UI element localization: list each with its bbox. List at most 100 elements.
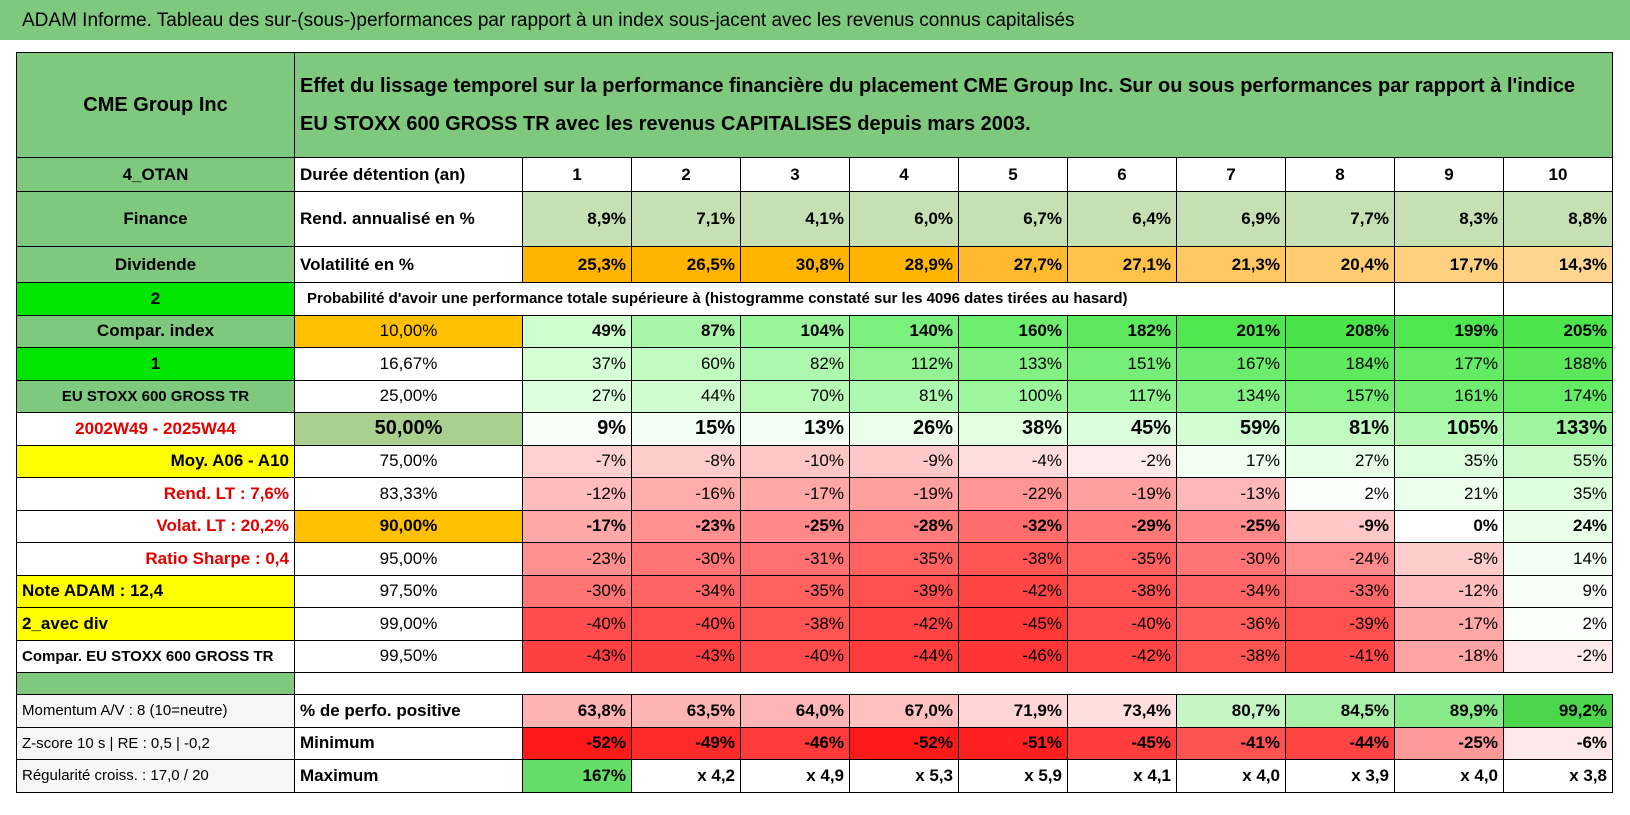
value-cell: 49% xyxy=(522,314,632,348)
value-cell: -40% xyxy=(631,607,741,641)
row-label: 16,67% xyxy=(294,347,523,381)
value-cell: 133% xyxy=(958,347,1068,381)
value-cell: -2% xyxy=(1067,444,1177,478)
value-cell: 87% xyxy=(631,314,741,348)
row-heading: Momentum A/V : 8 (10=neutre) xyxy=(16,694,295,728)
value-cell: -6% xyxy=(1502,726,1614,760)
value-cell: 117% xyxy=(1067,379,1177,413)
title-bar: ADAM Informe. Tableau des sur-(sous-)per… xyxy=(0,0,1630,40)
value-cell: 15% xyxy=(631,412,741,446)
value-cell: 21,3% xyxy=(1176,246,1286,283)
table-row: Compar. EU STOXX 600 GROSS TR 99,50% -43% -… xyxy=(16,639,1614,673)
value-cell: -12% xyxy=(522,477,632,511)
value-cell: 28,9% xyxy=(849,246,959,283)
value-cell: 63,5% xyxy=(631,694,741,728)
value-cell: 160% xyxy=(958,314,1068,348)
value-cell: -12% xyxy=(1394,574,1504,608)
row-heading: Finance xyxy=(16,191,295,247)
table-row: 4_OTAN Durée détention (an) 1 2 3 4 5 6 7 8 9 10 xyxy=(16,157,1614,192)
table-row: 1 16,67% 37% 60% 82% 112% 133% 151% 167% 184% 177%… xyxy=(16,347,1614,381)
row-label: 83,33% xyxy=(294,477,523,511)
empty-cell xyxy=(1502,282,1614,316)
value-cell: 4,1% xyxy=(740,191,850,247)
row-label: Volatilité en % xyxy=(294,246,523,283)
value-cell: 17,7% xyxy=(1394,246,1504,283)
value-cell: -10% xyxy=(740,444,850,478)
value-cell: -31% xyxy=(740,542,850,576)
value-cell: 8,3% xyxy=(1394,191,1504,247)
value-cell: -39% xyxy=(849,574,959,608)
value-cell: -25% xyxy=(1394,726,1504,760)
table-row: Rend. LT : 7,6% 83,33% -12% -16% -17% -19% -22… xyxy=(16,477,1614,511)
value-cell: 182% xyxy=(1067,314,1177,348)
value-cell: 67,0% xyxy=(849,694,959,728)
value-cell: 27,7% xyxy=(958,246,1068,283)
value-cell: x 4,1 xyxy=(1067,759,1177,793)
value-cell: 27% xyxy=(1285,444,1395,478)
value-cell: 4 xyxy=(849,157,959,192)
value-cell: -17% xyxy=(1394,607,1504,641)
row-heading: 2002W49 - 2025W44 xyxy=(16,412,295,446)
spacer xyxy=(295,673,1613,695)
value-cell: 133% xyxy=(1502,412,1614,446)
value-cell: 24% xyxy=(1502,509,1614,543)
value-cell: 9% xyxy=(522,412,632,446)
value-cell: -23% xyxy=(522,542,632,576)
value-cell: -9% xyxy=(849,444,959,478)
value-cell: -8% xyxy=(631,444,741,478)
value-cell: 27,1% xyxy=(1067,246,1177,283)
value-cell: -52% xyxy=(849,726,959,760)
table-row: Ratio Sharpe : 0,4 95,00% -23% -30% -31% -35%… xyxy=(16,542,1614,576)
value-cell: -24% xyxy=(1285,542,1395,576)
row-label: 97,50% xyxy=(294,574,523,608)
value-cell: -41% xyxy=(1176,726,1286,760)
row-heading: Dividende xyxy=(16,246,295,283)
value-cell: 104% xyxy=(740,314,850,348)
row-label: % de perfo. positive xyxy=(294,694,523,728)
value-cell: 60% xyxy=(631,347,741,381)
value-cell: 2% xyxy=(1502,607,1614,641)
table-row: 2_avec div 99,00% -40% -40% -38% -42% -45% -40%… xyxy=(16,607,1614,641)
value-cell: 99,2% xyxy=(1502,694,1614,728)
value-cell: 167% xyxy=(522,759,632,793)
value-cell: -40% xyxy=(1067,607,1177,641)
row-label: Maximum xyxy=(294,759,523,793)
value-cell: -9% xyxy=(1285,509,1395,543)
value-cell: -19% xyxy=(849,477,959,511)
row-heading: EU STOXX 600 GROSS TR xyxy=(16,379,295,413)
value-cell: -29% xyxy=(1067,509,1177,543)
row-label: 99,00% xyxy=(294,607,523,641)
header-row: CME Group Inc Effet du lissage temporel … xyxy=(16,52,1614,158)
value-cell: -46% xyxy=(958,639,1068,673)
value-cell: 9% xyxy=(1502,574,1614,608)
value-cell: 161% xyxy=(1394,379,1504,413)
value-cell: -25% xyxy=(1176,509,1286,543)
value-cell: -17% xyxy=(522,509,632,543)
row-label: Rend. annualisé en % xyxy=(294,191,523,247)
spacer xyxy=(16,672,295,695)
row-label: 50,00% xyxy=(294,412,523,446)
value-cell: -28% xyxy=(849,509,959,543)
table-row: Volat. LT : 20,2% 90,00% -17% -23% -25% -28% -… xyxy=(16,509,1614,543)
value-cell: -23% xyxy=(631,509,741,543)
value-cell: 44% xyxy=(631,379,741,413)
value-cell: -43% xyxy=(522,639,632,673)
value-cell: 81% xyxy=(849,379,959,413)
row-label: Durée détention (an) xyxy=(294,157,523,192)
value-cell: 174% xyxy=(1502,379,1614,413)
row-heading: Ratio Sharpe : 0,4 xyxy=(16,542,295,576)
value-cell: 64,0% xyxy=(740,694,850,728)
value-cell: -17% xyxy=(740,477,850,511)
value-cell: -44% xyxy=(849,639,959,673)
value-cell: -42% xyxy=(1067,639,1177,673)
value-cell: 10 xyxy=(1502,157,1614,192)
value-cell: 84,5% xyxy=(1285,694,1395,728)
value-cell: -13% xyxy=(1176,477,1286,511)
row-label: 10,00% xyxy=(294,314,523,348)
value-cell: -52% xyxy=(522,726,632,760)
value-cell: 2 xyxy=(631,157,741,192)
value-cell: 45% xyxy=(1067,412,1177,446)
value-cell: -25% xyxy=(740,509,850,543)
table-row: Note ADAM : 12,4 97,50% -30% -34% -35% -39% -4… xyxy=(16,574,1614,608)
